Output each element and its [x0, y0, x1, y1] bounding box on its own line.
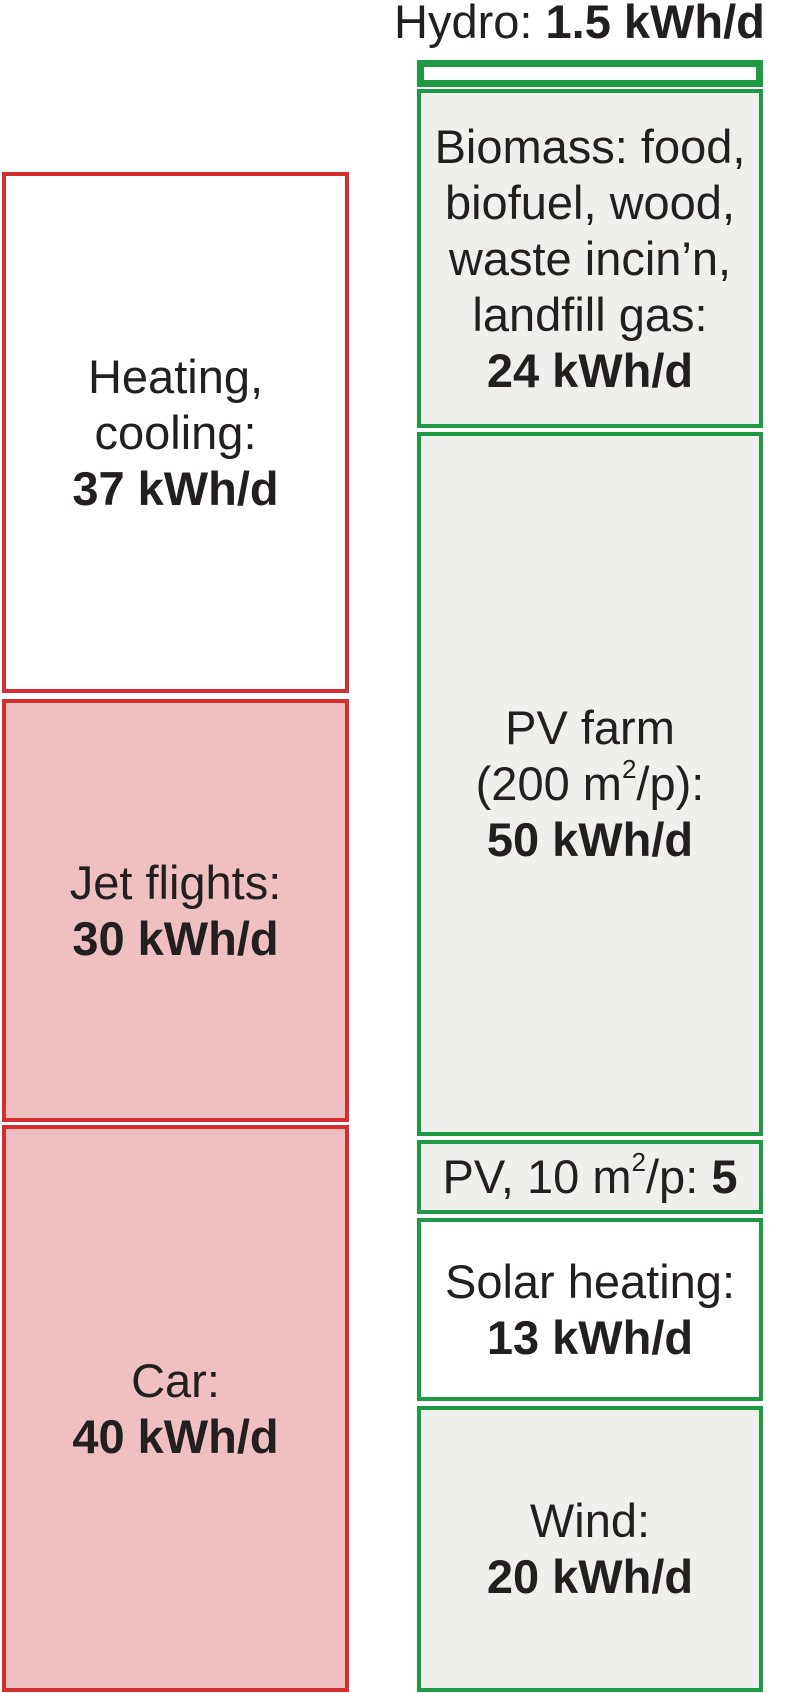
pv-roof-post: /p:: [646, 1150, 712, 1203]
pv-farm-block: PV farm (200 m2/p): 50 kWh/d: [417, 432, 763, 1136]
jet-label: Jet flights:: [69, 855, 282, 909]
pv-roof-pre: PV, 10 m: [442, 1150, 632, 1203]
pv-farm-line2-sup: 2: [621, 754, 637, 784]
hydro-value: 1.5 kWh/d: [545, 0, 765, 48]
solar-value: 13 kWh/d: [486, 1310, 694, 1364]
pv-farm-line2-post: /p):: [636, 757, 705, 810]
pv-roof-label: PV, 10 m2/p: 5: [443, 1149, 738, 1205]
solar-label: Solar heating:: [444, 1254, 736, 1308]
hydro-caption: Hydro: 1.5 kWh/d: [394, 0, 765, 50]
wind-label: Wind:: [529, 1494, 651, 1547]
heating-label-line2: cooling:: [94, 405, 257, 459]
heating-value: 37 kWh/d: [72, 461, 279, 515]
pv-farm-value: 50 kWh/d: [486, 813, 694, 866]
solar-heating-block: Solar heating: 13 kWh/d: [417, 1218, 763, 1401]
jet-value: 30 kWh/d: [72, 911, 279, 965]
biomass-line1: Biomass: food,: [434, 119, 746, 173]
wind-value: 20 kWh/d: [486, 1550, 694, 1603]
car-block: Car: 40 kWh/d: [2, 1125, 349, 1692]
hydro-block: [417, 60, 763, 87]
pv-farm-line1: PV farm: [505, 701, 675, 754]
pv-roof-value: 5: [711, 1150, 738, 1203]
biomass-line3: waste incin’n,: [448, 231, 732, 285]
car-value: 40 kWh/d: [72, 1409, 279, 1463]
hydro-label: Hydro:: [394, 0, 546, 48]
biomass-line2: biofuel, wood,: [444, 175, 736, 229]
biomass-block: Biomass: food, biofuel, wood, waste inci…: [417, 89, 763, 428]
car-label: Car:: [131, 1353, 220, 1407]
pv-roof-sup: 2: [631, 1147, 646, 1177]
heating-cooling-block: Heating, cooling: 37 kWh/d: [2, 172, 349, 693]
heating-label-line1: Heating,: [87, 349, 264, 403]
pv-farm-line2-pre: (200 m: [475, 757, 622, 810]
biomass-value: 24 kWh/d: [486, 343, 694, 397]
jet-flights-block: Jet flights: 30 kWh/d: [2, 699, 349, 1122]
biomass-line4: landfill gas:: [472, 287, 708, 341]
pv-farm-line2: (200 m2/p):: [476, 756, 705, 812]
wind-block: Wind: 20 kWh/d: [417, 1406, 763, 1692]
pv-roof-block: PV, 10 m2/p: 5: [417, 1140, 763, 1214]
